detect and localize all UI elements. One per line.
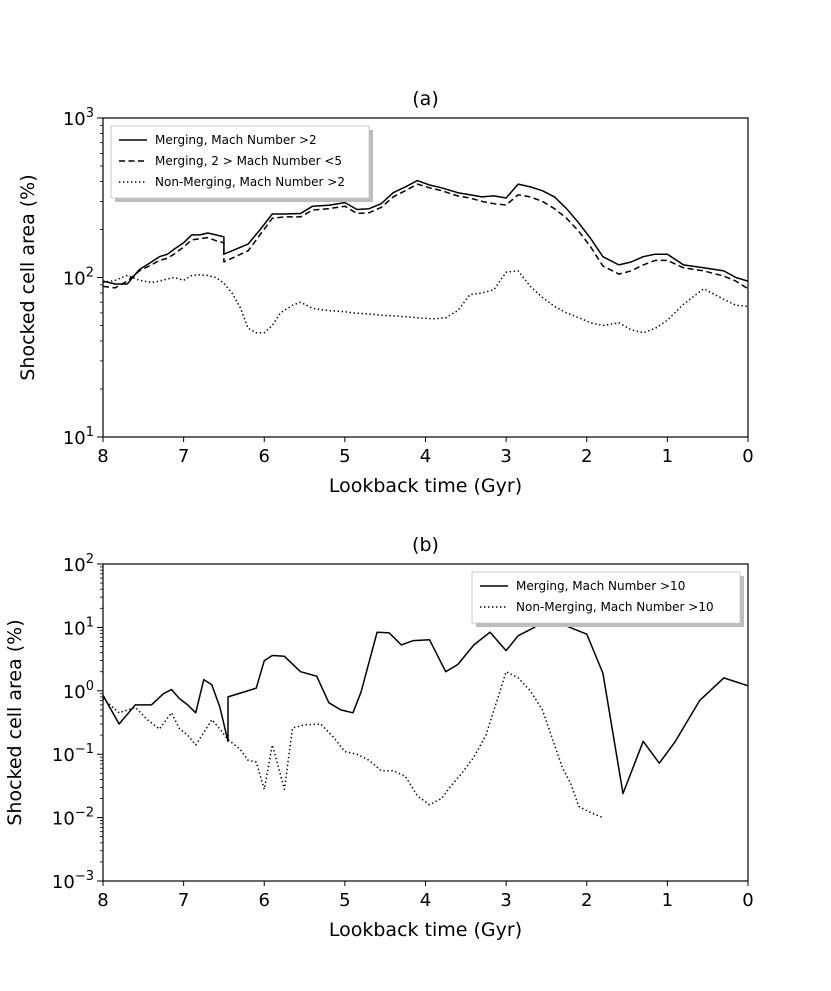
y-tick-label: 101 [63, 615, 94, 639]
y-axis-label: Shocked cell area (%) [17, 174, 39, 380]
x-axis-label: Lookback time (Gyr) [329, 475, 522, 497]
series-group [103, 179, 748, 334]
x-tick-label: 3 [500, 890, 511, 911]
x-tick-label: 2 [581, 890, 592, 911]
x-tick-label: 1 [662, 890, 673, 911]
x-tick-label: 2 [581, 446, 592, 467]
series-line-dotted [103, 270, 748, 334]
x-tick-label: 0 [742, 890, 753, 911]
x-tick-label: 6 [259, 890, 270, 911]
axes-frame [102, 563, 749, 882]
legend-label: Merging, Mach Number >2 [155, 133, 317, 147]
y-tick-label: 100 [63, 679, 94, 703]
series-line-solid [103, 614, 748, 795]
chart-title: (a) [412, 88, 438, 110]
x-tick-label: 5 [339, 890, 350, 911]
x-tick-label: 1 [662, 446, 673, 467]
y-tick-label: 103 [63, 106, 94, 130]
legend-box [471, 571, 741, 624]
y-tick-label: 102 [63, 266, 94, 290]
x-tick-label: 7 [178, 446, 189, 467]
x-tick-label: 8 [97, 890, 108, 911]
axes-frame [102, 117, 749, 438]
legend: Merging, Mach Number >10 Non-Merging, Mac… [471, 571, 744, 627]
chart-panel-b: (b) 8 7 6 5 4 3 2 1 0 10−3 10−2 10−1 100 101 102 Lookbac… [4, 534, 754, 941]
legend-label: Merging, Mach Number >10 [516, 579, 685, 593]
legend: Merging, Mach Number >2 Merging, 2 > Mach… [110, 125, 373, 202]
series-line-solid [103, 179, 748, 285]
y-tick-label: 10−2 [52, 806, 94, 830]
x-tick-label: 3 [500, 446, 511, 467]
y-tick-label: 10−3 [52, 869, 94, 893]
y-tick-label: 102 [63, 552, 94, 576]
legend-label: Non-Merging, Mach Number >10 [516, 600, 714, 614]
y-tick-label: 101 [63, 425, 94, 449]
legend-label: Merging, 2 > Mach Number <5 [155, 154, 342, 168]
x-tick-label: 4 [420, 446, 431, 467]
x-tick-label: 5 [339, 446, 350, 467]
y-axis-label: Shocked cell area (%) [4, 619, 26, 825]
x-tick-label: 7 [178, 890, 189, 911]
series-line-dotted [103, 670, 604, 819]
legend-box [110, 125, 370, 199]
y-tick-label: 10−1 [52, 742, 94, 766]
chart-title: (b) [412, 534, 439, 556]
x-tick-label: 6 [259, 446, 270, 467]
x-axis-label: Lookback time (Gyr) [329, 919, 522, 941]
x-tick-label: 0 [742, 446, 753, 467]
series-line-dashed [103, 183, 748, 290]
x-tick-label: 8 [97, 446, 108, 467]
legend-label: Non-Merging, Mach Number >2 [155, 175, 345, 189]
x-tick-label: 4 [420, 890, 431, 911]
series-group [103, 614, 748, 819]
